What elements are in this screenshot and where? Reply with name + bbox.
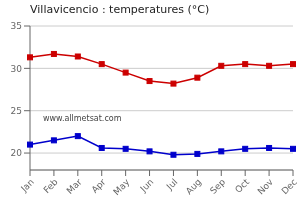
svg-text:Mar: Mar (65, 177, 84, 196)
svg-text:Jun: Jun (138, 177, 156, 195)
svg-text:Nov: Nov (256, 176, 276, 196)
svg-text:25: 25 (11, 106, 22, 116)
svg-text:Apr: Apr (90, 177, 108, 195)
html-text:Villavicencio : temperatures (: Villavicencio : temperatures (°C) (30, 3, 210, 16)
html-text:www.allmetsat.com: www.allmetsat.com (43, 114, 122, 123)
svg-text:35: 35 (11, 21, 22, 31)
svg-text:30: 30 (11, 64, 23, 74)
svg-text:20: 20 (11, 148, 23, 158)
svg-text:Jan: Jan (18, 177, 36, 195)
svg-text:May: May (111, 176, 132, 197)
svg-text:Jul: Jul (164, 177, 179, 192)
svg-text:Oct: Oct (233, 177, 251, 195)
svg-text:Dec: Dec (280, 177, 297, 196)
svg-text:Sep: Sep (208, 177, 227, 196)
svg-text:Feb: Feb (42, 177, 61, 196)
svg-text:Aug: Aug (184, 177, 204, 197)
